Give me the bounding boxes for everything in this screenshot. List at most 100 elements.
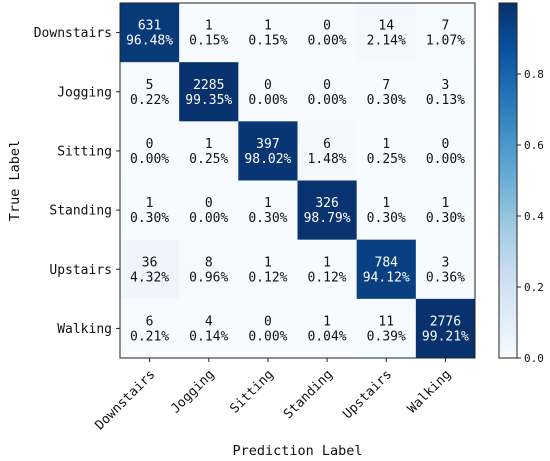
cell-percent-label: 0.21% bbox=[130, 329, 169, 344]
cell-count-label: 1 bbox=[264, 19, 272, 34]
y-tick-label: Sitting bbox=[57, 144, 112, 159]
cell-percent-label: 0.30% bbox=[248, 211, 287, 226]
cell-percent-label: 98.02% bbox=[244, 152, 291, 167]
y-tick-labels: Downstairs Jogging Sitting Standing Upstairs… bbox=[34, 26, 120, 337]
cell-percent-label: 98.79% bbox=[304, 211, 351, 226]
x-tick-label: Downstairs bbox=[92, 367, 158, 433]
cell-count-label: 1 bbox=[146, 196, 154, 211]
cell-percent-label: 0.30% bbox=[367, 93, 406, 108]
cell-count-label: 1 bbox=[264, 255, 272, 270]
cell-count-label: 3 bbox=[442, 255, 450, 270]
heatmap-cell bbox=[238, 3, 298, 63]
x-tick-label: Sitting bbox=[227, 367, 276, 416]
cell-count-label: 784 bbox=[375, 255, 399, 270]
x-tick-label: Jogging bbox=[168, 367, 217, 416]
cell-percent-label: 0.25% bbox=[189, 152, 228, 167]
y-tick-label: Jogging bbox=[57, 85, 112, 100]
cell-percent-label: 0.00% bbox=[308, 93, 347, 108]
cell-percent-label: 99.35% bbox=[185, 93, 232, 108]
cell-percent-label: 0.36% bbox=[426, 270, 465, 285]
colorbar-tick-label: 0.8 bbox=[524, 68, 544, 81]
cell-count-label: 0 bbox=[323, 78, 331, 93]
cell-percent-label: 0.15% bbox=[189, 34, 228, 49]
colorbar-tick-label: 0.6 bbox=[524, 139, 544, 152]
heatmap-cell bbox=[120, 3, 180, 63]
cell-count-label: 36 bbox=[142, 255, 158, 270]
heatmap-cell bbox=[179, 239, 239, 300]
heatmap-cell bbox=[415, 3, 476, 63]
heatmap-cell bbox=[120, 180, 180, 241]
x-tick-label: Walking bbox=[405, 367, 454, 416]
cell-percent-label: 2.14% bbox=[367, 34, 406, 49]
y-tick-label: Downstairs bbox=[34, 26, 112, 41]
cell-count-label: 631 bbox=[138, 19, 161, 34]
cell-percent-label: 0.00% bbox=[308, 34, 347, 49]
cell-percent-label: 0.30% bbox=[367, 211, 406, 226]
heatmap-cell bbox=[356, 239, 417, 300]
heatmap-cell bbox=[297, 180, 358, 241]
cell-percent-label: 1.07% bbox=[426, 34, 465, 49]
cell-count-label: 1 bbox=[442, 196, 450, 211]
colorbar-ticks: 0.0 0.2 0.4 0.6 0.8 bbox=[517, 68, 544, 365]
heatmap-cell bbox=[238, 239, 298, 300]
heatmap-cell bbox=[356, 62, 417, 122]
cell-count-label: 1 bbox=[323, 314, 331, 329]
cell-percent-label: 0.15% bbox=[248, 34, 287, 49]
cell-percent-label: 0.96% bbox=[189, 270, 228, 285]
cell-percent-label: 0.00% bbox=[248, 329, 287, 344]
cell-count-label: 1 bbox=[323, 255, 331, 270]
y-tick-label: Upstairs bbox=[49, 263, 112, 278]
cell-count-label: 4 bbox=[205, 314, 213, 329]
cell-percent-label: 99.21% bbox=[422, 329, 469, 344]
heatmap-cell bbox=[356, 180, 417, 241]
heatmap-cell bbox=[120, 239, 180, 300]
cell-percent-label: 0.12% bbox=[248, 270, 287, 285]
cell-count-label: 7 bbox=[442, 19, 450, 34]
cell-count-label: 1 bbox=[205, 19, 213, 34]
heatmap-cell bbox=[179, 121, 239, 181]
heatmap-cell bbox=[297, 121, 358, 181]
cell-count-label: 11 bbox=[378, 314, 394, 329]
cell-count-label: 2285 bbox=[193, 78, 224, 93]
heatmap-cell bbox=[179, 62, 239, 122]
heatmap-cell bbox=[120, 62, 180, 122]
x-axis-title: Prediction Label bbox=[232, 443, 362, 459]
heatmap-cell bbox=[179, 180, 239, 241]
cell-count-label: 326 bbox=[315, 196, 338, 211]
x-tick-label: Upstairs bbox=[340, 367, 395, 422]
heatmap-cell bbox=[120, 298, 180, 359]
heatmap-cell bbox=[356, 3, 417, 63]
heatmap-cell bbox=[238, 62, 298, 122]
cell-percent-label: 0.00% bbox=[248, 93, 287, 108]
heatmap-cell bbox=[179, 298, 239, 359]
heatmap-cell bbox=[415, 239, 476, 300]
cell-percent-label: 0.00% bbox=[426, 152, 465, 167]
cell-percent-label: 0.04% bbox=[308, 329, 347, 344]
y-axis-title: True Label bbox=[7, 140, 23, 221]
plot-frame bbox=[119, 2, 476, 359]
cell-count-label: 6 bbox=[146, 314, 154, 329]
cell-percent-label: 96.48% bbox=[126, 34, 173, 49]
heatmap-cells: 63196.48%10.15%10.15%00.00%142.14%71.07%… bbox=[120, 3, 476, 359]
heatmap-cell bbox=[297, 239, 358, 300]
colorbar-tick-label: 0.2 bbox=[524, 281, 544, 294]
heatmap-cell bbox=[356, 121, 417, 181]
cell-percent-label: 0.14% bbox=[189, 329, 228, 344]
cell-percent-label: 0.30% bbox=[426, 211, 465, 226]
heatmap-cell bbox=[120, 121, 180, 181]
cell-percent-label: 4.32% bbox=[130, 270, 169, 285]
y-tick-label: Walking bbox=[57, 322, 112, 337]
heatmap-cell bbox=[415, 298, 476, 359]
cell-count-label: 6 bbox=[323, 137, 331, 152]
cell-percent-label: 0.00% bbox=[130, 152, 169, 167]
cell-count-label: 0 bbox=[264, 78, 272, 93]
cell-percent-label: 0.39% bbox=[367, 329, 406, 344]
heatmap-cell bbox=[297, 62, 358, 122]
colorbar bbox=[498, 2, 518, 359]
cell-count-label: 8 bbox=[205, 255, 213, 270]
cell-count-label: 1 bbox=[264, 196, 272, 211]
cell-percent-label: 0.13% bbox=[426, 93, 465, 108]
heatmap-cell bbox=[238, 298, 298, 359]
heatmap-cell bbox=[238, 121, 298, 181]
